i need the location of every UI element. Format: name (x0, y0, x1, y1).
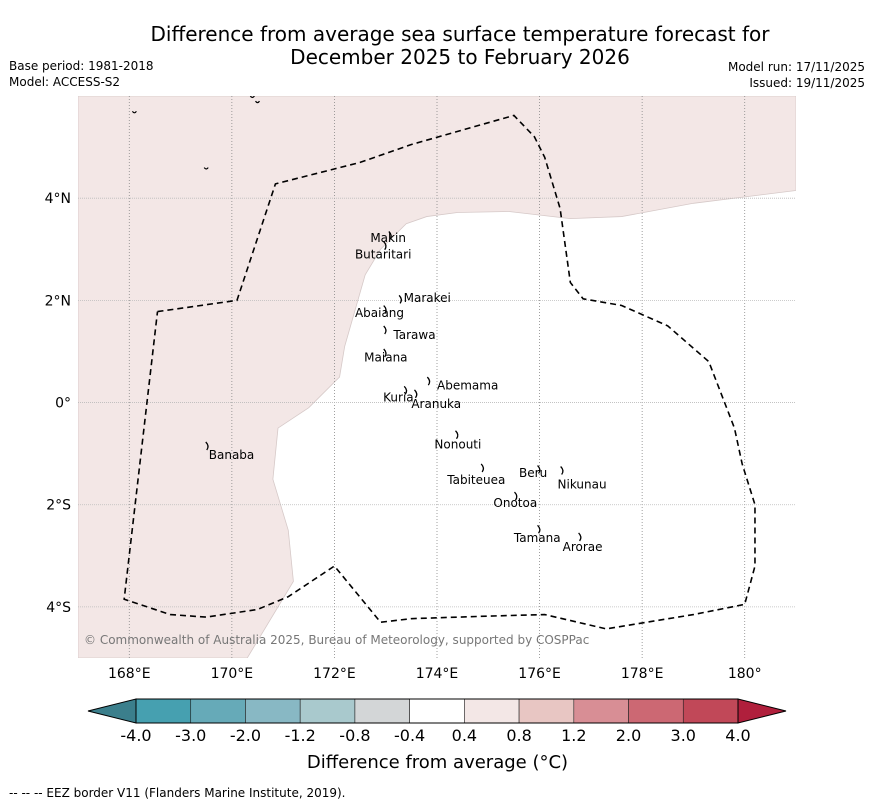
island-shape (426, 376, 431, 386)
eez-border-line (123, 114, 756, 630)
colorbar-tick-label: -2.0 (229, 726, 262, 745)
island-shape (398, 294, 403, 304)
island-shape (537, 465, 541, 474)
colorbar-frame (135, 698, 739, 724)
island-label: Tabiteuea (446, 473, 505, 487)
x-tick-label: 170°E (211, 666, 254, 682)
colorbar-tick-label: -4.0 (120, 726, 152, 745)
colorbar-segment (628, 698, 684, 724)
y-tick-label: 4°N (45, 191, 71, 207)
island-label: Arorae (563, 540, 603, 554)
y-tick-label: 2°N (45, 293, 71, 309)
colorbar-segment (573, 698, 629, 724)
island-label: Onotoa (493, 496, 537, 510)
island-label: Beru (519, 466, 547, 480)
x-tick-label: 180° (728, 666, 762, 682)
colorbar-over-arrow (737, 698, 787, 724)
colorbar-tick-label: 1.2 (561, 726, 587, 745)
island-shape (455, 430, 459, 440)
island-label: Kuria (383, 390, 414, 404)
x-tick-label: 178°E (621, 666, 664, 682)
colorbar-segment (135, 698, 192, 724)
x-tick-label: 172°E (313, 666, 356, 682)
colorbar-tick-label: -0.8 (339, 726, 371, 745)
colorbar-tick-label: 0.8 (506, 726, 532, 745)
island-shape (383, 241, 387, 251)
colorbar-segment (518, 698, 575, 724)
island-shape (388, 231, 392, 240)
chart-title-line1: Difference from average sea surface temp… (150, 22, 770, 46)
colorbar-tick-label: 2.0 (615, 726, 642, 745)
island-shape (578, 532, 582, 542)
island-label: Tarawa (392, 328, 435, 342)
colorbar-segment (299, 698, 356, 724)
island-label: Abaiang (355, 306, 404, 320)
colorbar-tick-label: -0.4 (394, 726, 426, 745)
y-tick-label: 2°S (46, 498, 71, 514)
chart-title-line2: December 2025 to February 2026 (290, 45, 630, 69)
island-shape (383, 325, 387, 335)
x-tick-label: 168°E (108, 666, 151, 682)
islet-shape (255, 100, 260, 104)
colorbar-segment (190, 698, 246, 724)
island-label: Banaba (209, 448, 255, 462)
islet-shape (249, 96, 255, 99)
y-tick-label: 0° (55, 396, 71, 412)
island-shape (383, 305, 387, 314)
eez-footnote: -- -- -- EEZ border V11 (Flanders Marine… (9, 786, 346, 800)
colorbar-segment (682, 698, 739, 724)
colorbar-tick-label: 4.0 (725, 726, 751, 745)
island-label: Abemama (437, 379, 498, 393)
colorbar-under-arrow (87, 698, 137, 724)
colorbar-tick-label: 0.4 (451, 726, 478, 745)
y-tick-label: 4°S (46, 600, 71, 616)
colorbar-segment (245, 698, 301, 724)
colorbar-segment (464, 698, 520, 724)
colorbar-tick-label: -1.2 (284, 726, 316, 745)
island-label: Marakei (404, 291, 451, 305)
island-shape (514, 491, 518, 501)
island-label: Makin (370, 231, 406, 245)
island-label: Maiana (364, 351, 407, 365)
colorbar-tick-label: 3.0 (670, 726, 696, 745)
islet-shape (131, 110, 137, 114)
copyright-credit: © Commonwealth of Australia 2025, Bureau… (84, 633, 589, 647)
island-shape (414, 389, 418, 399)
island-shape (480, 463, 485, 473)
model-label: Model: ACCESS-S2 (9, 75, 121, 89)
island-label: Butaritari (355, 247, 412, 261)
colorbar-segment (409, 698, 465, 724)
island-shape (560, 466, 564, 475)
island-shape (383, 348, 387, 358)
island-label: Tamana (513, 531, 561, 545)
x-tick-label: 174°E (416, 666, 459, 682)
island-label: Nonouti (434, 437, 481, 451)
colorbar-title: Difference from average (°C) (306, 752, 569, 773)
island-label: Nikunau (558, 477, 607, 491)
issued-label: Issued: 19/11/2025 (749, 76, 865, 90)
islet-shape (203, 167, 209, 170)
model-run-label: Model run: 17/11/2025 (727, 60, 865, 74)
island-shape (403, 385, 408, 395)
island-label: Aranuka (411, 397, 461, 411)
colorbar-segment (354, 698, 410, 724)
island-shape (205, 441, 209, 451)
anomaly-region (78, 96, 796, 658)
colorbar-tick-label: -3.0 (175, 726, 207, 745)
island-shape (537, 524, 541, 534)
x-tick-label: 176°E (518, 666, 561, 682)
base-period-label: Base period: 1981-2018 (9, 59, 154, 73)
